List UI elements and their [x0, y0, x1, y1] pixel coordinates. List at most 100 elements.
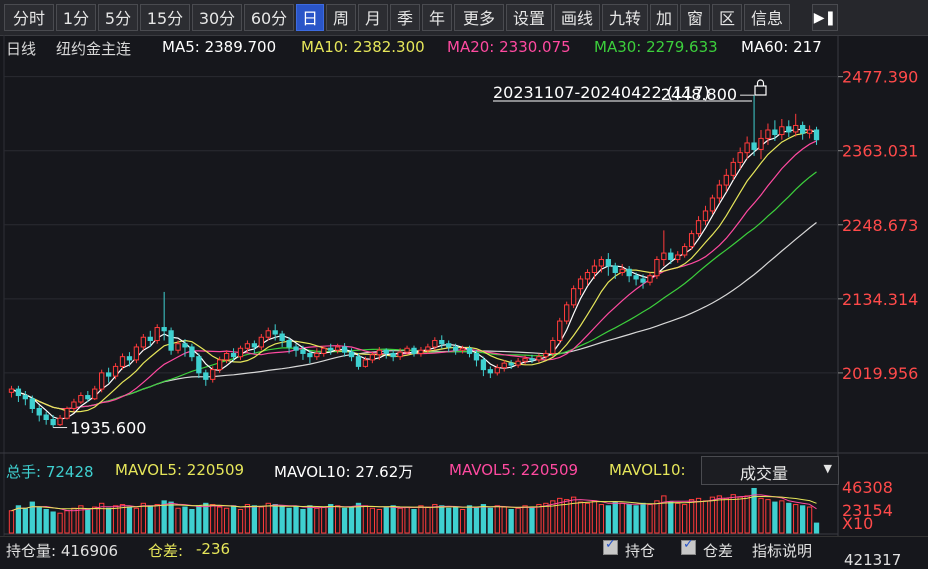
candle [300, 345, 306, 360]
toolbar-button-0[interactable]: 分时 [4, 4, 54, 31]
collapse-panel-button[interactable]: ▶❚ [812, 4, 838, 31]
toolbar-button-1[interactable]: 1分 [56, 4, 96, 31]
toolbar-button-8[interactable]: 月 [358, 4, 388, 31]
toolbar-button-4[interactable]: 30分 [192, 4, 242, 31]
volume-bar [321, 506, 327, 534]
candle [605, 253, 611, 276]
candle [92, 385, 98, 401]
candle [418, 346, 424, 357]
candle [793, 113, 799, 137]
volume-bar [439, 505, 445, 534]
candle [119, 353, 126, 370]
volume-bar [459, 509, 466, 534]
candle [369, 352, 376, 364]
volume-bar [140, 502, 146, 534]
volume-bar [529, 506, 535, 534]
toolbar-button-16[interactable]: 窗 [680, 4, 710, 31]
volume-bar [668, 501, 674, 534]
toolbar-button-17[interactable]: 区 [712, 4, 742, 31]
toolbar-button-11[interactable]: 更多 [454, 4, 504, 31]
volume-bar [779, 500, 785, 534]
volume-bar [452, 506, 459, 534]
toolbar-button-10[interactable]: 年 [422, 4, 452, 31]
volume-bar [258, 506, 264, 534]
candle [570, 285, 577, 309]
candle [695, 216, 702, 237]
candle [161, 291, 167, 341]
toolbar-button-13[interactable]: 画线 [554, 4, 600, 31]
volume-bar [335, 505, 341, 534]
volume-bar [369, 507, 376, 534]
candle [279, 330, 285, 347]
volume-bar [168, 501, 174, 534]
candle [487, 366, 493, 379]
toolbar-button-7[interactable]: 周 [326, 4, 356, 31]
candle [244, 340, 251, 353]
volume-bar [543, 502, 549, 534]
volume-axis-label-0: 46308 [842, 478, 893, 497]
candle [182, 339, 188, 357]
period-toolbar: 分时 1分 5分 15分 30分 60分日周月季年更多 设置 画线 九转加窗区信息 [0, 0, 928, 36]
volume-bar [758, 497, 764, 534]
candle [626, 266, 632, 283]
toolbar-button-9[interactable]: 季 [390, 4, 420, 31]
toolbar-button-18[interactable]: 信息 [744, 4, 790, 31]
candle [78, 392, 84, 404]
toolbar-button-15[interactable]: 加 [650, 4, 678, 31]
volume-bar [105, 507, 112, 534]
volume-bar [584, 502, 591, 534]
candle [598, 256, 605, 273]
volume-bar [716, 495, 723, 534]
checkbox-open-interest[interactable] [603, 537, 618, 555]
toolbar-button-3[interactable]: 15分 [140, 4, 190, 31]
volume-bar [36, 506, 42, 534]
candle [425, 343, 431, 354]
candle [307, 350, 313, 364]
candle [640, 274, 646, 289]
ma20-label: MA20: 2330.075 [447, 38, 571, 56]
candle [515, 357, 521, 368]
candle [730, 157, 736, 180]
volume-bar [487, 507, 493, 534]
toolbar-button-14[interactable]: 九转 [602, 4, 648, 31]
checkbox-oi-diff[interactable] [681, 537, 696, 555]
candle [439, 335, 445, 349]
volume-axis-label-2: X10 [842, 514, 873, 533]
volume-header: 总手: 72428 MAVOL5: 220509 MAVOL10: 27.62万… [0, 460, 700, 482]
candle [577, 275, 584, 296]
volume-bar [307, 505, 313, 534]
toolbar-button-12[interactable]: 设置 [506, 4, 552, 31]
volume-bar [598, 504, 605, 534]
indicator-select[interactable]: 成交量 ▼ [701, 456, 839, 485]
candle [647, 272, 653, 286]
volume-bar [230, 505, 237, 534]
ma30-label: MA30: 2279.633 [594, 38, 718, 56]
candle [799, 121, 806, 140]
candle [702, 205, 709, 226]
volume-bar [99, 502, 105, 534]
open-interest: 持仓量: 416906 [6, 542, 119, 560]
candle [36, 405, 42, 422]
volume-bar [210, 504, 216, 534]
indicator-help-link[interactable]: 指标说明 [752, 542, 813, 560]
candle [321, 345, 327, 357]
volume-bar [71, 507, 77, 534]
volume-bar [709, 496, 716, 534]
lock-icon[interactable] [754, 79, 767, 96]
toolbar-button-6[interactable]: 日 [296, 4, 324, 31]
volume-bar [279, 505, 285, 534]
volume-bar [272, 504, 278, 534]
toolbar-button-2[interactable]: 5分 [98, 4, 138, 31]
toolbar-button-5[interactable]: 60分 [244, 4, 294, 31]
y-tick-label-2: 2248.673 [842, 216, 918, 235]
candle [557, 317, 563, 344]
candle [522, 355, 528, 365]
candle [390, 350, 396, 362]
candle [293, 343, 299, 357]
candle [612, 262, 618, 279]
candle [15, 385, 22, 403]
candle [529, 354, 535, 364]
candle [723, 168, 729, 192]
candle [43, 411, 49, 425]
volume-bar [446, 507, 452, 534]
